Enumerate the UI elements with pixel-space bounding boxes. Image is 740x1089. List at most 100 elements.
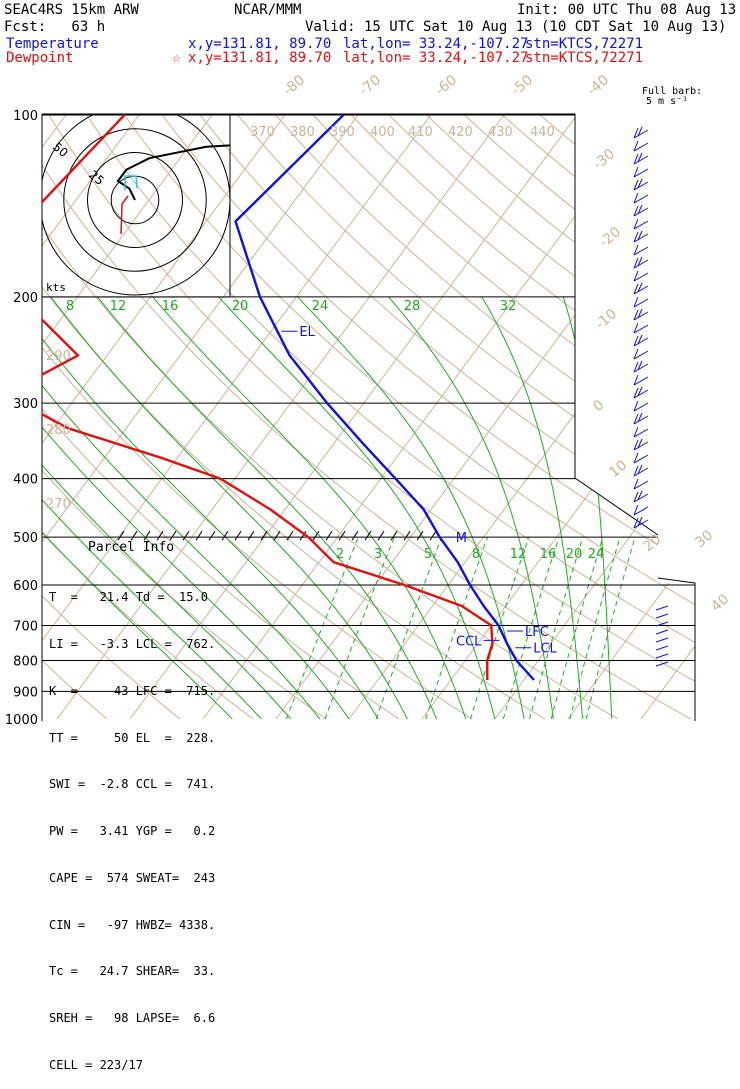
parcel-row: SREH = 98 LAPSE= 6.6 <box>49 1011 215 1027</box>
hatch-mark <box>430 531 436 540</box>
isotherm-line <box>641 115 740 719</box>
hatch-mark <box>170 531 176 540</box>
parcel-row: SWI = -2.8 CCL = 741. <box>49 777 215 793</box>
theta-label: 410 <box>408 125 433 140</box>
theta-label: 370 <box>250 125 275 140</box>
dry-adiabat <box>389 115 740 719</box>
mixing-ratio-label: 24 <box>588 547 605 562</box>
hatch-mark <box>157 531 163 540</box>
hatch-mark <box>326 531 332 540</box>
theta-label: 280 <box>46 423 71 438</box>
isotherm-label: 20 <box>640 531 664 555</box>
mixing-ratio-label: 24 <box>312 299 329 314</box>
pressure-tick-label: 600 <box>13 579 38 594</box>
mixing-ratio-label: 16 <box>540 547 557 562</box>
dewpoint-station: stn=KTCS,72271 <box>525 50 643 66</box>
hodograph-kts-label: kts <box>46 282 66 294</box>
hatch-mark <box>196 531 202 540</box>
theta-label: 270 <box>46 497 71 512</box>
dry-adiabat <box>465 115 740 719</box>
theta-label: 390 <box>330 125 355 140</box>
mixing-ratio-label: 12 <box>110 299 127 314</box>
mixing-ratio-label: 20 <box>232 299 249 314</box>
parcel-row: PW = 3.41 YGP = 0.2 <box>49 824 215 840</box>
level-label: LCL <box>533 642 557 657</box>
wind-barb <box>656 630 668 634</box>
isotherm-label: 30 <box>692 527 716 551</box>
parcel-row: CELL = 223/17 <box>49 1058 215 1074</box>
hodograph-ring-label: 50 <box>50 140 71 161</box>
isotherm-label: -10 <box>592 306 620 333</box>
level-label: M <box>456 531 467 546</box>
hatch-mark <box>131 531 137 540</box>
wind-barb <box>656 638 668 642</box>
hatch-mark <box>378 531 384 540</box>
hatch-mark <box>274 531 280 540</box>
theta-label: 420 <box>448 125 473 140</box>
mixing-ratio-label: 28 <box>404 299 421 314</box>
dewpoint-label: Dewpoint <box>6 50 73 66</box>
mixing-ratio-label: 20 <box>566 547 583 562</box>
hatch-mark <box>209 531 215 540</box>
pressure-tick-label: 700 <box>13 619 38 634</box>
dry-adiabat <box>427 115 740 719</box>
isotherm-label: 10 <box>606 457 630 481</box>
parcel-info-table: T = 21.4 Td = 15.0 LI = -3.3 LCL = 762. … <box>49 559 215 1089</box>
parcel-row: CIN = -97 HWBZ= 4338. <box>49 918 215 934</box>
mixing-ratio-label: 2 <box>336 547 344 562</box>
temperature-profile <box>236 115 535 680</box>
hatch-mark <box>287 531 293 540</box>
mixing-ratio-label: 5 <box>424 547 432 562</box>
moist-adiabat <box>389 297 554 719</box>
valid-time: Valid: 15 UTC Sat 10 Aug 13 (10 CDT Sat … <box>305 19 726 35</box>
moist-adiabat <box>563 297 612 719</box>
mixing-ratio-label: 16 <box>162 299 179 314</box>
wind-barb <box>656 646 668 650</box>
parcel-row: CAPE = 574 SWEAT= 243 <box>49 871 215 887</box>
hatch-mark <box>352 531 358 540</box>
plot-frame <box>42 114 658 535</box>
pressure-tick-label: 800 <box>13 654 38 669</box>
hodograph-ring-label: 25 <box>86 168 107 189</box>
parcel-row: K = 43 LFC = 715. <box>49 684 215 700</box>
pressure-tick-label: 400 <box>13 473 38 488</box>
parcel-row: TT = 50 EL = 228. <box>49 731 215 747</box>
dry-adiabat <box>125 115 740 719</box>
isotherm-label: 0 <box>590 397 607 415</box>
parcel-row: T = 21.4 Td = 15.0 <box>49 590 215 606</box>
hatch-mark <box>118 531 124 540</box>
pressure-tick-label: 200 <box>13 291 38 306</box>
mixing-ratio-label: 8 <box>66 299 74 314</box>
isotherm-label: 40 <box>708 591 732 615</box>
dry-adiabat <box>162 115 740 719</box>
theta-label: 400 <box>370 125 395 140</box>
init-time: Init: 00 UTC Thu 08 Aug 13 <box>517 2 736 18</box>
mixing-ratio-label: 3 <box>374 547 382 562</box>
isotherm-line <box>203 115 650 719</box>
dewpoint-xy: x,y=131.81, 89.70 <box>188 50 331 66</box>
theta-label: 380 <box>290 125 315 140</box>
parcel-row: Tc = 24.7 SHEAR= 33. <box>49 964 215 980</box>
hatch-mark <box>235 531 241 540</box>
barb-unit-label: 5 m s⁻¹ <box>646 96 688 107</box>
parcel-info-title: Parcel Info <box>88 540 174 556</box>
moist-adiabat <box>219 297 495 719</box>
isotherm-label: -40 <box>584 72 612 99</box>
parcel-row: LI = -3.3 LCL = 762. <box>49 637 215 653</box>
plot-frame-right <box>658 578 695 721</box>
wind-barb <box>656 654 668 658</box>
mixing-ratio-label: 32 <box>500 299 517 314</box>
pressure-tick-label: 300 <box>13 397 38 412</box>
isotherm-label: -50 <box>508 72 536 99</box>
isotherm-label: -30 <box>590 146 618 173</box>
theta-label: 440 <box>530 125 555 140</box>
isotherm-label: -60 <box>432 72 460 99</box>
pressure-tick-label: 500 <box>13 531 38 546</box>
isotherm-label: -70 <box>356 72 384 99</box>
star-icon: ☆ <box>172 50 180 66</box>
isotherm-label: -80 <box>280 72 308 99</box>
theta-label: 430 <box>488 125 513 140</box>
wind-barb <box>656 606 668 610</box>
pressure-tick-label: 1000 <box>5 713 38 728</box>
center-name: NCAR/MMM <box>234 2 301 18</box>
